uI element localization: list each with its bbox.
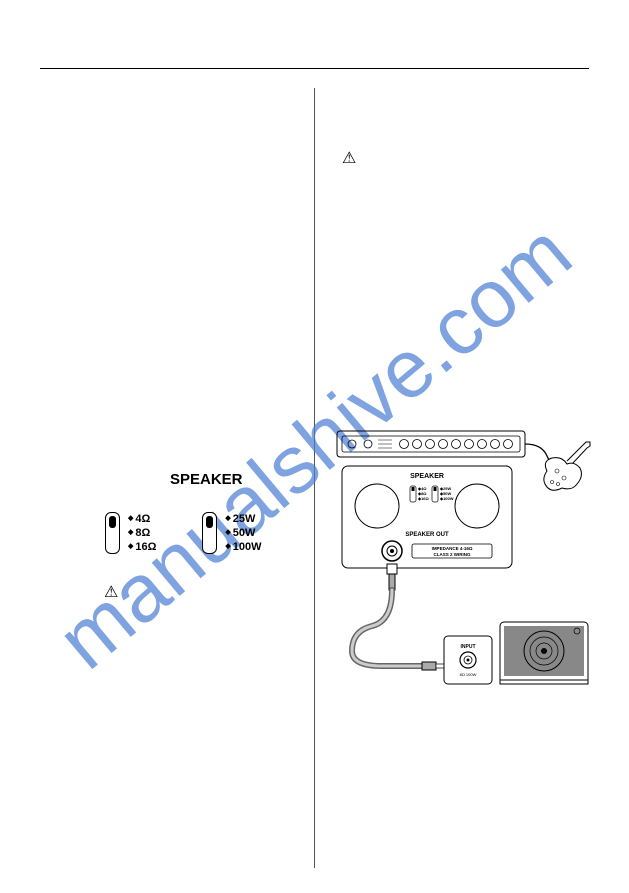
wattage-opt-2: 100W xyxy=(225,540,261,554)
svg-text:◆16Ω: ◆16Ω xyxy=(417,496,430,501)
svg-text:IMPEDANCE 4-16Ω: IMPEDANCE 4-16Ω xyxy=(432,546,473,551)
amp-head xyxy=(337,431,525,457)
speaker-cabinet: INPUT 8Ω 100W xyxy=(444,622,588,684)
switch-group: 4Ω 8Ω 16Ω 25W 50W 100W xyxy=(105,512,261,554)
impedance-labels: 4Ω 8Ω 16Ω xyxy=(128,512,156,554)
speaker-cable xyxy=(352,564,444,670)
caution-icon-right: ⚠ xyxy=(342,148,356,168)
impedance-opt-2: 16Ω xyxy=(128,540,156,554)
impedance-opt-0: 4Ω xyxy=(128,512,156,526)
wiring-diagram: SPEAKER ◆4Ω ◆8Ω ◆16Ω ◆25W ◆50W ◆100W SPE… xyxy=(332,426,592,686)
manual-page: manualshive.com SPEAKER 4Ω 8Ω 16Ω 25W 50… xyxy=(0,0,629,893)
wattage-labels: 25W 50W 100W xyxy=(225,512,261,554)
svg-text:8Ω 100W: 8Ω 100W xyxy=(460,672,477,677)
guitar xyxy=(544,442,590,490)
wattage-opt-1: 50W xyxy=(225,526,261,540)
panel-speaker-label: SPEAKER xyxy=(410,473,444,480)
wattage-switch-col: 25W 50W 100W xyxy=(202,512,261,554)
speaker-back-panel: SPEAKER ◆4Ω ◆8Ω ◆16Ω ◆25W ◆50W ◆100W SPE… xyxy=(342,466,512,568)
wattage-switch xyxy=(202,512,217,554)
wattage-opt-0: 25W xyxy=(225,512,261,526)
column-divider xyxy=(314,88,315,868)
header-rule xyxy=(40,68,589,69)
impedance-switch-col: 4Ω 8Ω 16Ω xyxy=(105,512,156,554)
caution-icon-left: ⚠ xyxy=(104,582,118,602)
svg-text:INPUT: INPUT xyxy=(461,644,476,650)
impedance-opt-1: 8Ω xyxy=(128,526,156,540)
svg-text:◆100W: ◆100W xyxy=(439,496,454,501)
svg-text:CLASS 2 WIRING: CLASS 2 WIRING xyxy=(433,552,471,557)
panel-speaker-out-label: SPEAKER OUT xyxy=(405,532,449,538)
speaker-heading: SPEAKER xyxy=(170,471,243,488)
impedance-switch xyxy=(105,512,120,554)
